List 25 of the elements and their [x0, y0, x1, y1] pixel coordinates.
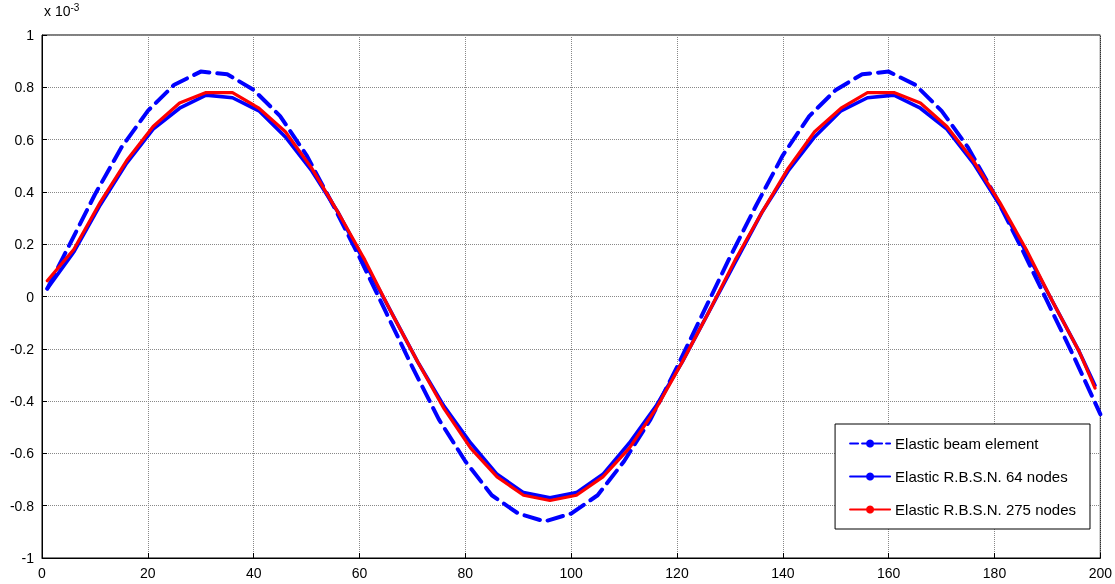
y-tick-label: -1 [21, 550, 35, 566]
y-tick-label: -0.4 [9, 393, 35, 410]
x-tick-label: 160 [876, 565, 901, 581]
x-tick-label: 80 [457, 565, 474, 581]
x-tick-label: 140 [771, 565, 795, 581]
y-tick-label: 0.6 [14, 131, 35, 148]
x-tick-label: 40 [245, 565, 262, 581]
legend-label: Elastic beam element [895, 435, 1040, 452]
x-tick-label: 120 [665, 565, 689, 581]
x-tick-label: 100 [559, 565, 584, 581]
y-tick-label: 0.4 [14, 183, 35, 200]
y-tick-label: 0 [26, 288, 35, 305]
legend-label: Elastic R.B.S.N. 275 nodes [895, 501, 1077, 518]
x-tick-label: 180 [982, 565, 1007, 581]
x-tick-label: 60 [351, 565, 368, 581]
y-tick-label: 0.8 [14, 79, 35, 96]
x-tick-label: 200 [1088, 565, 1113, 581]
y-tick-label: -0.2 [9, 340, 35, 357]
y-tick-label: -0.6 [9, 445, 35, 462]
y-tick-label: 0.2 [14, 236, 35, 253]
y-tick-label: -0.8 [9, 497, 35, 514]
x-tick-label: 20 [140, 565, 156, 581]
x-tick-label: 0 [38, 565, 47, 581]
y-tick-label: 1 [26, 27, 35, 43]
legend-label: Elastic R.B.S.N. 64 nodes [895, 468, 1068, 485]
